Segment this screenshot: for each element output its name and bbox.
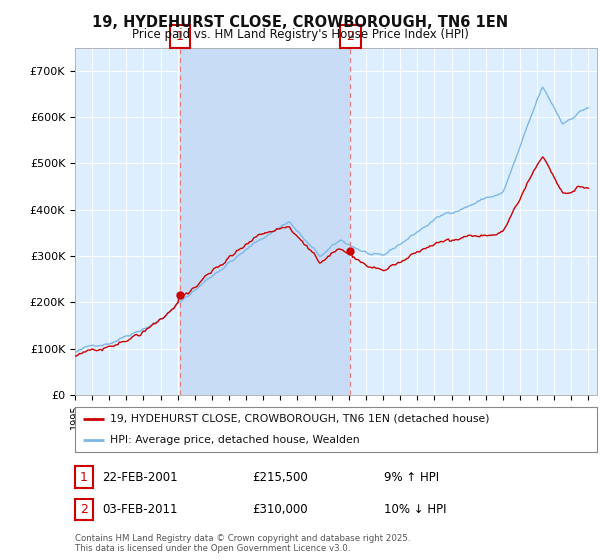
Text: £215,500: £215,500 [252,470,308,484]
Text: Price paid vs. HM Land Registry's House Price Index (HPI): Price paid vs. HM Land Registry's House … [131,28,469,41]
Text: £310,000: £310,000 [252,503,308,516]
Text: 2: 2 [346,30,355,43]
Text: 03-FEB-2011: 03-FEB-2011 [102,503,178,516]
Text: 10% ↓ HPI: 10% ↓ HPI [384,503,446,516]
Text: 9% ↑ HPI: 9% ↑ HPI [384,470,439,484]
Text: Contains HM Land Registry data © Crown copyright and database right 2025.
This d: Contains HM Land Registry data © Crown c… [75,534,410,553]
Text: 1: 1 [80,470,88,484]
Text: 1: 1 [176,30,184,43]
Text: 19, HYDEHURST CLOSE, CROWBOROUGH, TN6 1EN (detached house): 19, HYDEHURST CLOSE, CROWBOROUGH, TN6 1E… [110,414,490,424]
Bar [180,48,350,395]
Text: 19, HYDEHURST CLOSE, CROWBOROUGH, TN6 1EN: 19, HYDEHURST CLOSE, CROWBOROUGH, TN6 1E… [92,15,508,30]
Text: 2: 2 [80,503,88,516]
Text: 22-FEB-2001: 22-FEB-2001 [102,470,178,484]
Text: HPI: Average price, detached house, Wealden: HPI: Average price, detached house, Weal… [110,435,360,445]
